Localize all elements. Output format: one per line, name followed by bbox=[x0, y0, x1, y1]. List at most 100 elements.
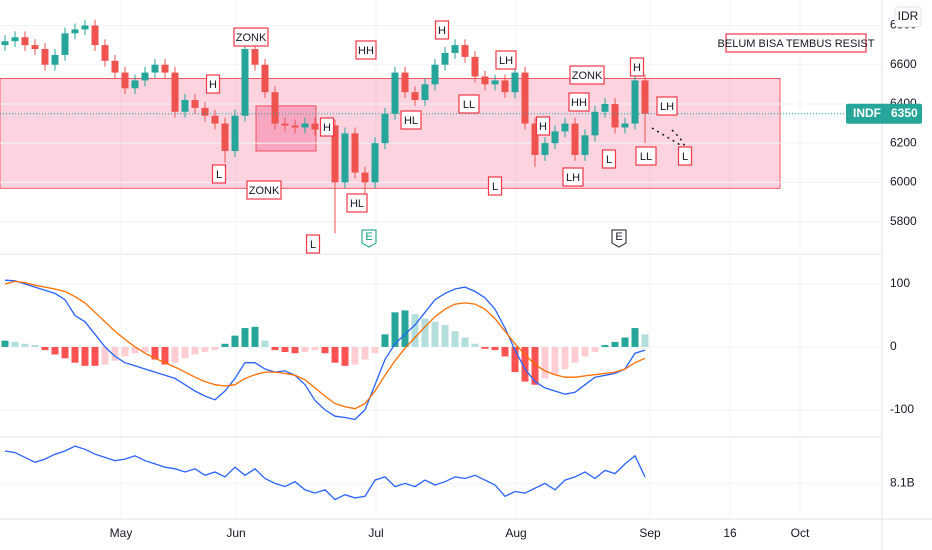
label-box bbox=[233, 27, 269, 47]
label: L bbox=[310, 239, 316, 251]
label-box bbox=[400, 110, 422, 130]
label: H bbox=[323, 122, 331, 134]
candle-body bbox=[131, 80, 139, 89]
histogram-bar bbox=[21, 343, 29, 347]
histogram-bar bbox=[221, 343, 229, 347]
label-box bbox=[495, 50, 517, 70]
histogram-bar bbox=[61, 346, 69, 359]
histogram-bar bbox=[451, 331, 459, 347]
x-tick-label: Aug bbox=[505, 526, 526, 540]
histogram-bar bbox=[481, 346, 489, 349]
label: L bbox=[682, 151, 688, 163]
candle-body bbox=[161, 64, 169, 73]
histogram-bar bbox=[471, 343, 479, 347]
histogram-bar bbox=[331, 346, 339, 363]
histogram-bar bbox=[381, 334, 389, 347]
label: LH bbox=[660, 101, 674, 113]
label-box bbox=[569, 65, 605, 85]
label-box bbox=[535, 116, 551, 136]
histogram-bar bbox=[191, 346, 199, 355]
y-tick-label: 6600 bbox=[890, 57, 917, 71]
candle-body bbox=[141, 72, 149, 81]
candle-body bbox=[441, 52, 449, 65]
event-marker bbox=[361, 229, 377, 248]
candle-body bbox=[311, 123, 319, 130]
histogram-bar bbox=[1, 340, 9, 347]
label: L bbox=[606, 154, 612, 166]
histogram-bar bbox=[151, 346, 159, 360]
candle-body bbox=[21, 37, 29, 46]
y-tick-label: 5800 bbox=[890, 214, 917, 228]
event-label: E bbox=[365, 231, 372, 243]
candle-body bbox=[501, 80, 509, 93]
histogram-bar bbox=[601, 345, 609, 347]
label: LH bbox=[499, 55, 513, 67]
candle-body bbox=[231, 115, 239, 152]
label: H bbox=[209, 79, 217, 91]
histogram-bar bbox=[521, 346, 529, 382]
label-box bbox=[305, 234, 321, 254]
histogram-bar bbox=[541, 346, 549, 379]
histogram-bar bbox=[311, 346, 319, 351]
candle-body bbox=[201, 107, 209, 116]
candle-body bbox=[91, 25, 99, 46]
x-tick-label: 16 bbox=[723, 526, 737, 540]
label: H bbox=[539, 121, 547, 133]
histogram-bar bbox=[401, 310, 409, 347]
label: HH bbox=[358, 45, 374, 57]
price-label: 6350 bbox=[891, 106, 918, 120]
label-box bbox=[562, 167, 584, 187]
histogram-bar bbox=[351, 346, 359, 365]
candle-body bbox=[281, 123, 289, 126]
histogram-bar bbox=[161, 346, 169, 365]
histogram-bar bbox=[321, 346, 329, 354]
label-box bbox=[487, 176, 503, 196]
event-label: E bbox=[615, 231, 622, 243]
x-tick-label: Oct bbox=[791, 526, 810, 540]
label: HL bbox=[404, 115, 418, 127]
label-box bbox=[629, 57, 645, 77]
symbol-label: INDF bbox=[853, 106, 881, 120]
y-tick-label: 6000 bbox=[890, 175, 917, 189]
x-tick-label: Jul bbox=[368, 526, 383, 540]
candle-body bbox=[381, 113, 389, 144]
label-box bbox=[246, 180, 282, 200]
candle-body bbox=[31, 45, 39, 50]
label: HH bbox=[571, 97, 587, 109]
histogram-bar bbox=[361, 346, 369, 360]
histogram-bar bbox=[531, 346, 539, 385]
x-tick-label: Sep bbox=[639, 526, 661, 540]
candle-body bbox=[261, 64, 269, 93]
candle-body bbox=[121, 72, 129, 89]
label: LL bbox=[463, 99, 475, 111]
candle-body bbox=[251, 49, 259, 65]
histogram-bar bbox=[561, 346, 569, 369]
candle-body bbox=[481, 76, 489, 85]
histogram-bar bbox=[201, 346, 209, 352]
candle-body bbox=[71, 29, 79, 34]
label: L bbox=[216, 169, 222, 181]
histogram-bar bbox=[411, 314, 419, 347]
candle-body bbox=[581, 135, 589, 155]
plot bbox=[0, 0, 882, 519]
zone bbox=[0, 78, 781, 189]
histogram-bar bbox=[111, 346, 119, 361]
histogram-bar bbox=[501, 346, 509, 357]
candle-body bbox=[331, 125, 339, 183]
label-box bbox=[601, 149, 617, 169]
label-box bbox=[568, 92, 590, 112]
candle-body bbox=[461, 45, 469, 57]
candle-body bbox=[361, 172, 369, 183]
y-tick-label: 0 bbox=[890, 339, 897, 353]
candle-body bbox=[371, 143, 379, 183]
signal-line bbox=[4, 280, 646, 410]
histogram-bar bbox=[591, 346, 599, 352]
label: H bbox=[438, 25, 446, 37]
histogram-bar bbox=[431, 321, 439, 347]
candle-body bbox=[621, 123, 629, 128]
histogram-bar bbox=[171, 346, 179, 363]
candle-body bbox=[531, 123, 539, 155]
histogram-bar bbox=[511, 346, 519, 373]
